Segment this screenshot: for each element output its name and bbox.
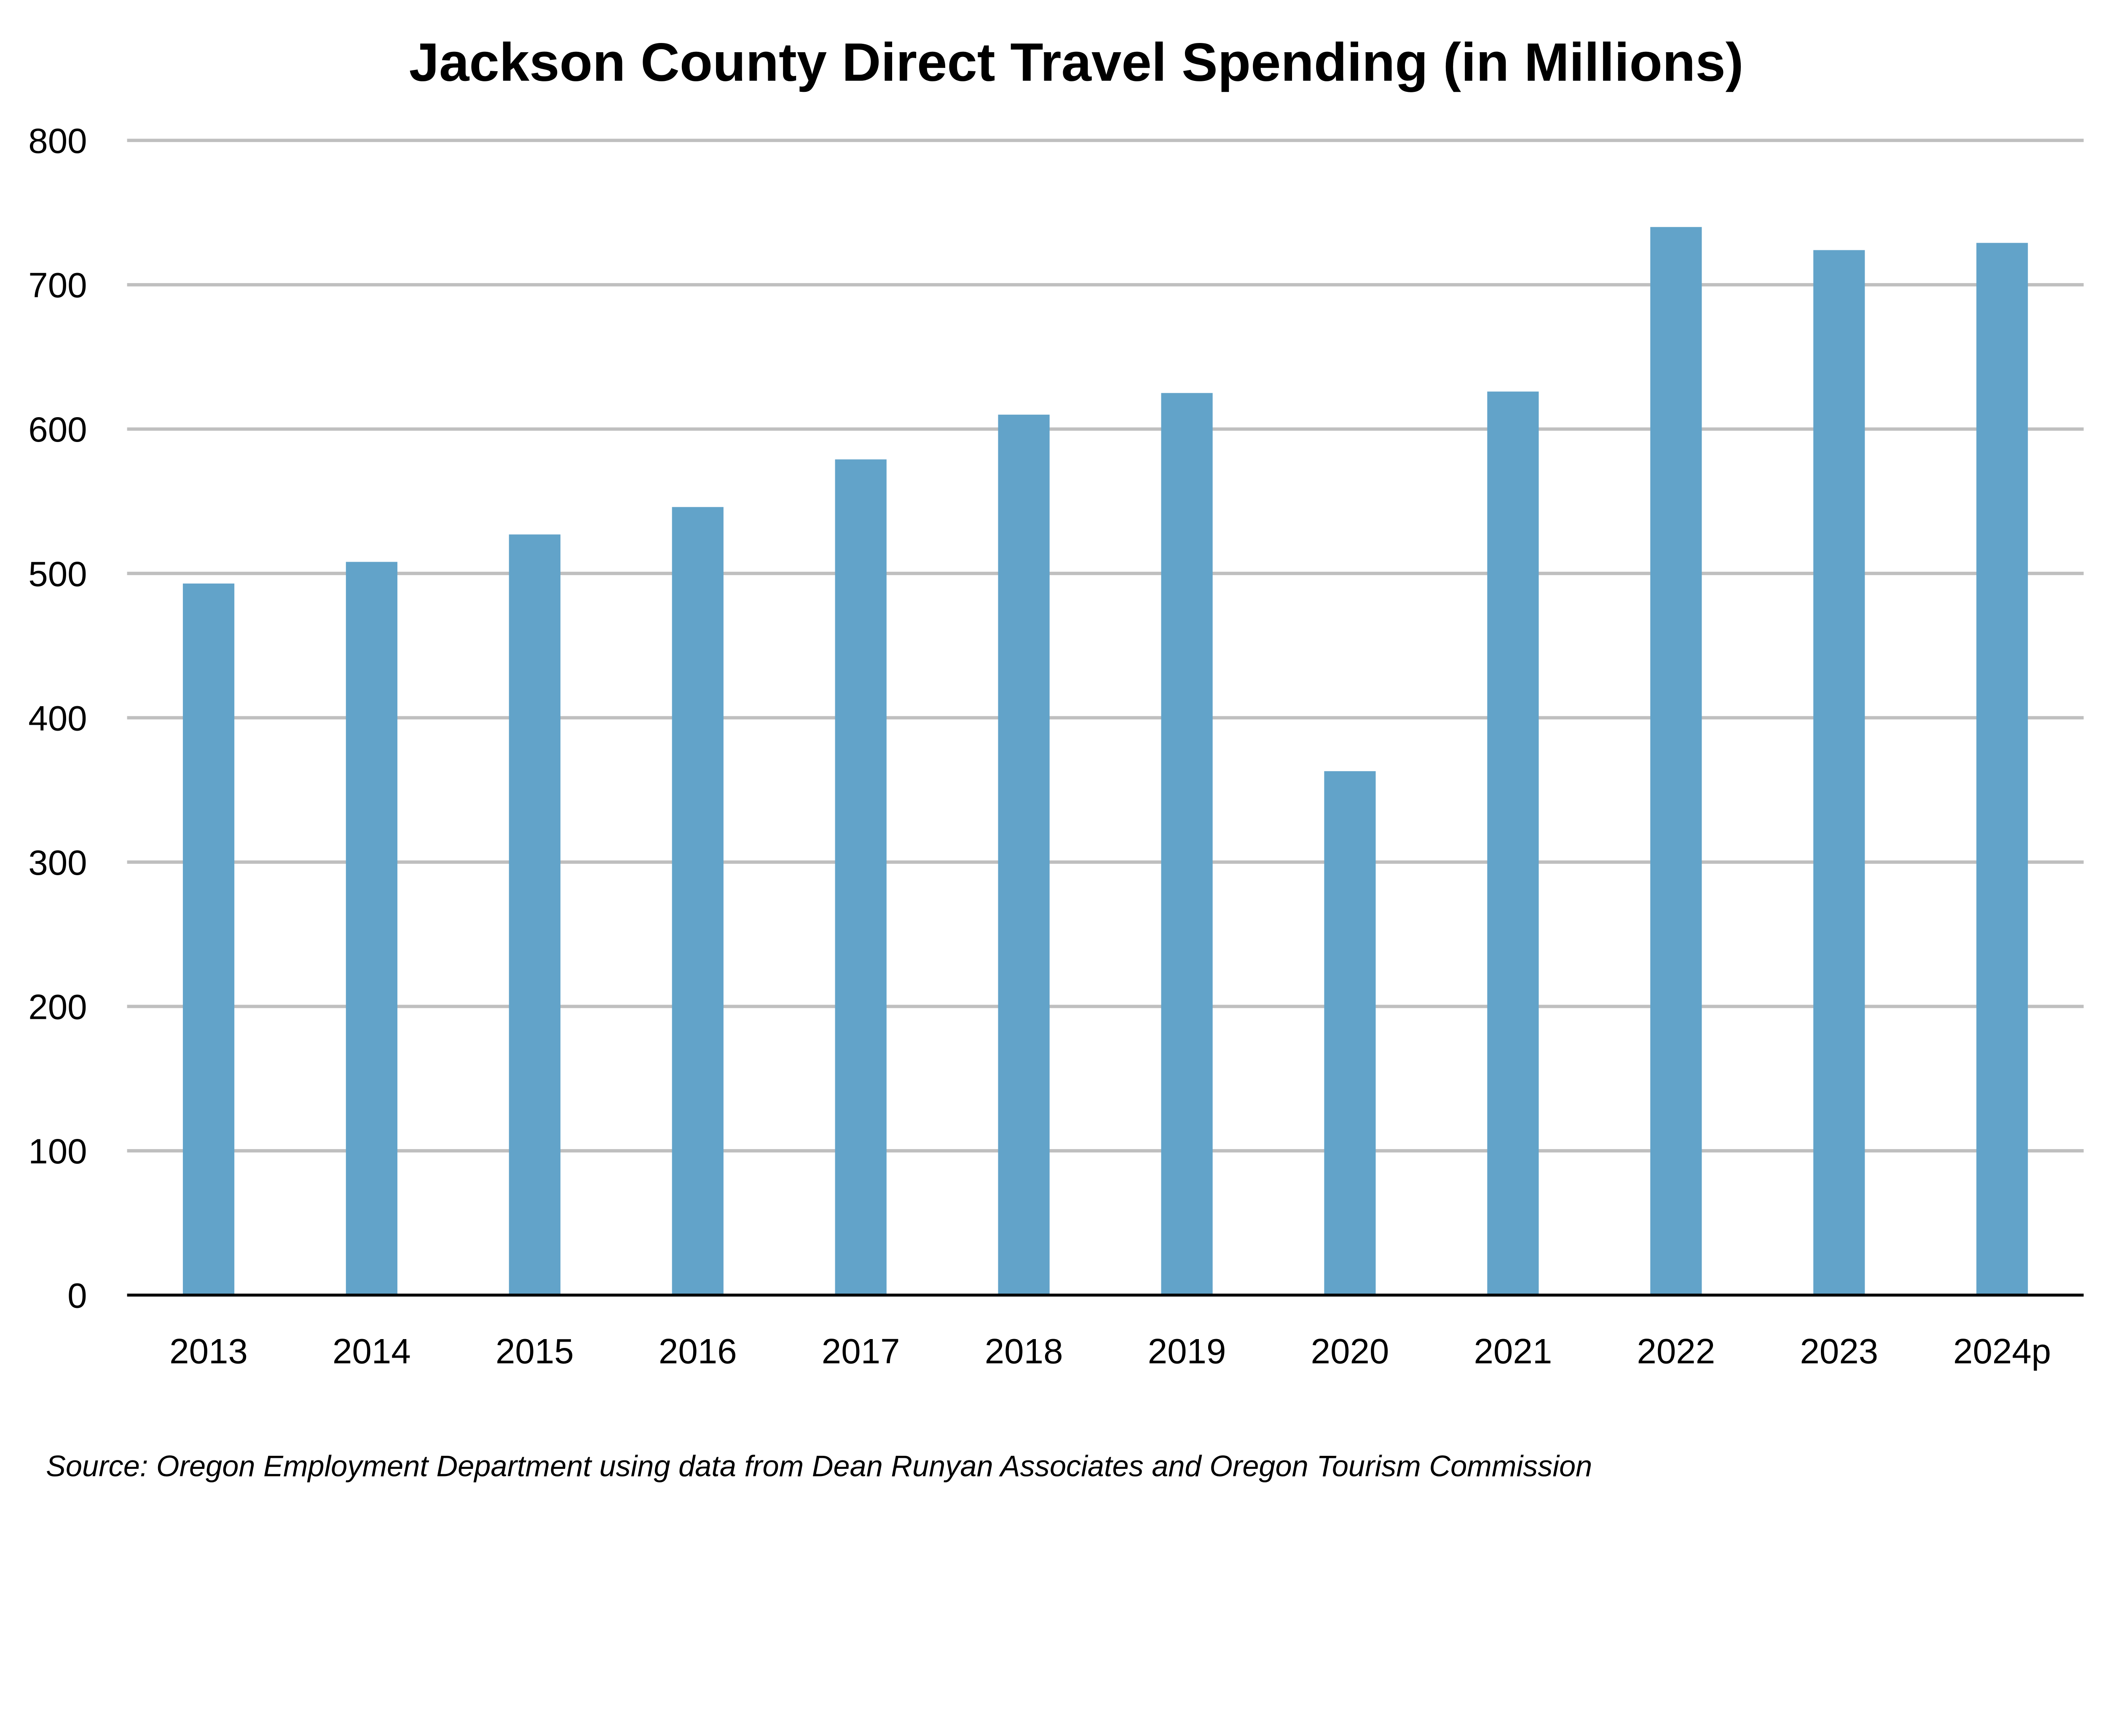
x-tick-label: 2016	[659, 1331, 737, 1371]
source-note: Source: Oregon Employment Department usi…	[46, 1449, 1592, 1483]
gridlines	[127, 139, 2084, 1153]
bar-2013	[182, 583, 235, 1295]
bar-2015	[509, 534, 560, 1295]
x-tick-label: 2022	[1637, 1331, 1715, 1371]
y-tick-label: 800	[28, 121, 87, 161]
bar-2018	[998, 415, 1050, 1295]
x-tick-label: 2023	[1800, 1331, 1878, 1371]
bar-2021	[1487, 391, 1539, 1295]
y-tick-label: 200	[28, 987, 87, 1026]
x-tick-label: 2013	[169, 1331, 248, 1371]
x-tick-label: 2017	[822, 1331, 900, 1371]
x-tick-label: 2015	[496, 1331, 574, 1371]
bar-2019	[1161, 393, 1213, 1295]
bar-2024p	[1976, 243, 2028, 1295]
x-tick-label: 2020	[1311, 1331, 1389, 1371]
y-tick-labels: 0 100 200 300 400 500 600 700 800	[28, 121, 87, 1315]
bar-2022	[1650, 227, 1702, 1295]
bars	[182, 227, 2028, 1295]
y-tick-label: 0	[67, 1276, 87, 1315]
y-tick-label: 100	[28, 1131, 87, 1171]
x-tick-label: 2021	[1474, 1331, 1552, 1371]
x-tick-label: 2019	[1148, 1331, 1226, 1371]
bar-2017	[835, 459, 887, 1295]
bar-2016	[672, 507, 724, 1295]
bar-2014	[346, 562, 398, 1295]
x-tick-labels: 2013 2014 2015 2016 2017 2018 2019 2020 2021 2022…	[169, 1331, 2051, 1371]
y-tick-label: 600	[28, 410, 87, 449]
x-tick-label: 2018	[985, 1331, 1063, 1371]
bar-2023	[1813, 250, 1865, 1295]
chart-title: Jackson County Direct Travel Spending (i…	[409, 32, 1744, 93]
x-tick-label: 2014	[332, 1331, 411, 1371]
x-tick-label: 2024p	[1953, 1331, 2051, 1371]
y-tick-label: 700	[28, 265, 87, 305]
y-tick-label: 500	[28, 554, 87, 594]
y-tick-label: 300	[28, 843, 87, 882]
y-tick-label: 400	[28, 698, 87, 738]
bar-2020	[1324, 771, 1376, 1295]
bar-chart: Jackson County Direct Travel Spending (i…	[28, 32, 2084, 1483]
